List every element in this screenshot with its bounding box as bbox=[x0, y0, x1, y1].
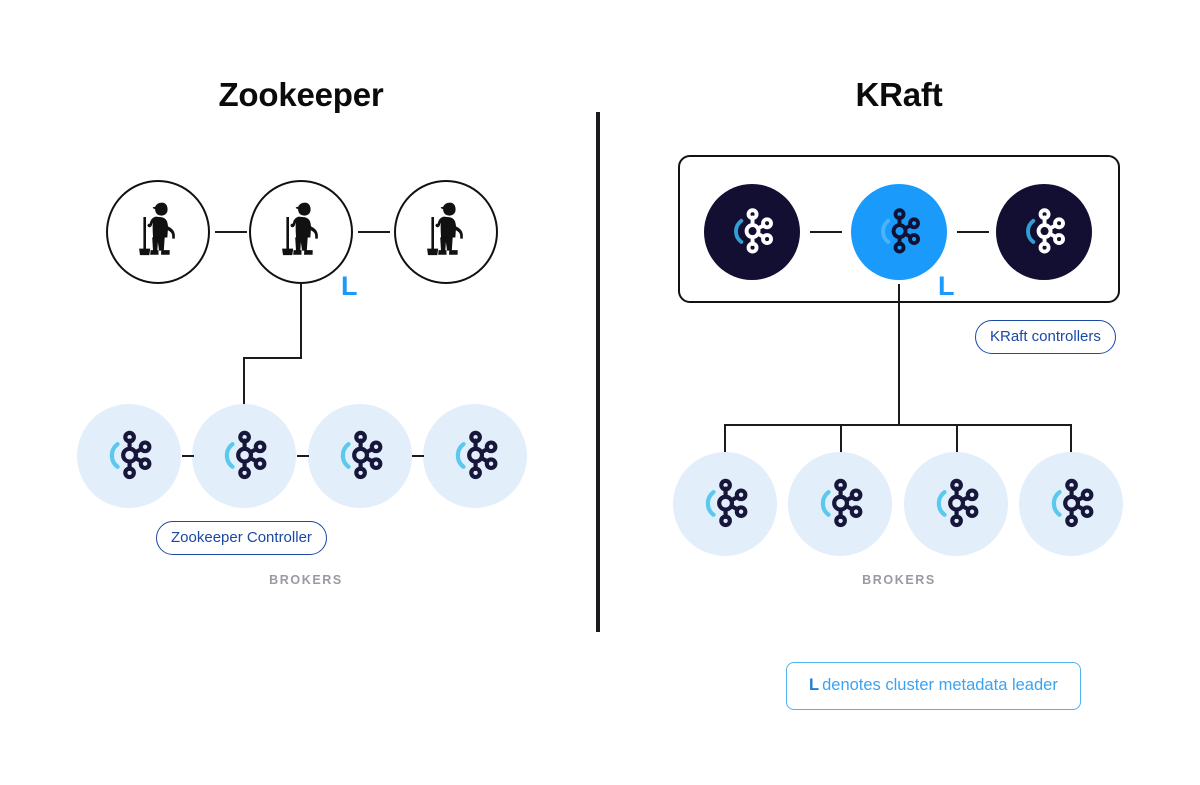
kafka-logo-icon bbox=[329, 423, 391, 490]
kraft-controller-link-1-2 bbox=[810, 231, 842, 233]
zookeeper-person-icon bbox=[132, 199, 184, 265]
kraft-branch-1 bbox=[724, 424, 726, 466]
kraft-controller-2-leader[interactable] bbox=[851, 184, 947, 280]
zookeeper-person-icon bbox=[420, 199, 472, 265]
zookeeper-controller-label[interactable]: Zookeeper Controller bbox=[156, 521, 327, 555]
kafka-logo-icon bbox=[694, 471, 756, 538]
left-broker-link-1-2 bbox=[182, 455, 194, 457]
kraft-bus-line bbox=[724, 424, 1072, 426]
left-broker-link-3-4 bbox=[412, 455, 424, 457]
legend-text: denotes cluster metadata leader bbox=[822, 676, 1058, 694]
page-title-zookeeper: Zookeeper bbox=[218, 76, 384, 113]
zookeeper-to-broker-segment-vertical-2 bbox=[243, 357, 245, 419]
kraft-controllers-label[interactable]: KRaft controllers bbox=[975, 320, 1116, 354]
legend-leader-letter: L bbox=[809, 676, 820, 694]
kafka-logo-icon bbox=[1040, 471, 1102, 538]
zookeeper-to-broker-segment-vertical-1 bbox=[300, 284, 302, 358]
kraft-controller-1[interactable] bbox=[704, 184, 800, 280]
zookeeper-person-icon bbox=[275, 199, 327, 265]
kafka-logo-icon bbox=[925, 471, 987, 538]
right-broker-4[interactable] bbox=[1019, 452, 1123, 556]
right-broker-1[interactable] bbox=[673, 452, 777, 556]
kafka-logo-icon bbox=[870, 201, 928, 264]
right-broker-3[interactable] bbox=[904, 452, 1008, 556]
kraft-leader-mark: L bbox=[938, 271, 955, 301]
kraft-branch-2 bbox=[840, 424, 842, 466]
left-broker-3[interactable] bbox=[308, 404, 412, 508]
kafka-logo-icon bbox=[98, 423, 160, 490]
zookeeper-node-3[interactable] bbox=[394, 180, 498, 284]
right-broker-2[interactable] bbox=[788, 452, 892, 556]
kraft-trunk-line bbox=[898, 284, 900, 425]
kraft-controller-3[interactable] bbox=[996, 184, 1092, 280]
kafka-logo-icon bbox=[1015, 201, 1073, 264]
kafka-logo-icon bbox=[809, 471, 871, 538]
kraft-controller-link-2-3 bbox=[957, 231, 989, 233]
zookeeper-leader-mark: L bbox=[341, 271, 358, 301]
zookeeper-to-broker-segment-horizontal bbox=[243, 357, 302, 359]
brokers-caption-left: BROKERS bbox=[269, 573, 343, 587]
kafka-logo-icon bbox=[213, 423, 275, 490]
brokers-caption-right: BROKERS bbox=[862, 573, 936, 587]
zookeeper-node-1[interactable] bbox=[106, 180, 210, 284]
kafka-logo-icon bbox=[723, 201, 781, 264]
left-broker-link-2-3 bbox=[297, 455, 309, 457]
zookeeper-link-2-3 bbox=[358, 231, 390, 233]
page-title-kraft: KRaft bbox=[855, 76, 943, 113]
left-broker-1[interactable] bbox=[77, 404, 181, 508]
panel-divider bbox=[596, 112, 600, 632]
zookeeper-node-2-leader[interactable] bbox=[249, 180, 353, 284]
kraft-branch-3 bbox=[956, 424, 958, 466]
kafka-logo-icon bbox=[444, 423, 506, 490]
zookeeper-link-1-2 bbox=[215, 231, 247, 233]
kraft-branch-4 bbox=[1070, 424, 1072, 466]
left-broker-4[interactable] bbox=[423, 404, 527, 508]
left-broker-2[interactable] bbox=[192, 404, 296, 508]
